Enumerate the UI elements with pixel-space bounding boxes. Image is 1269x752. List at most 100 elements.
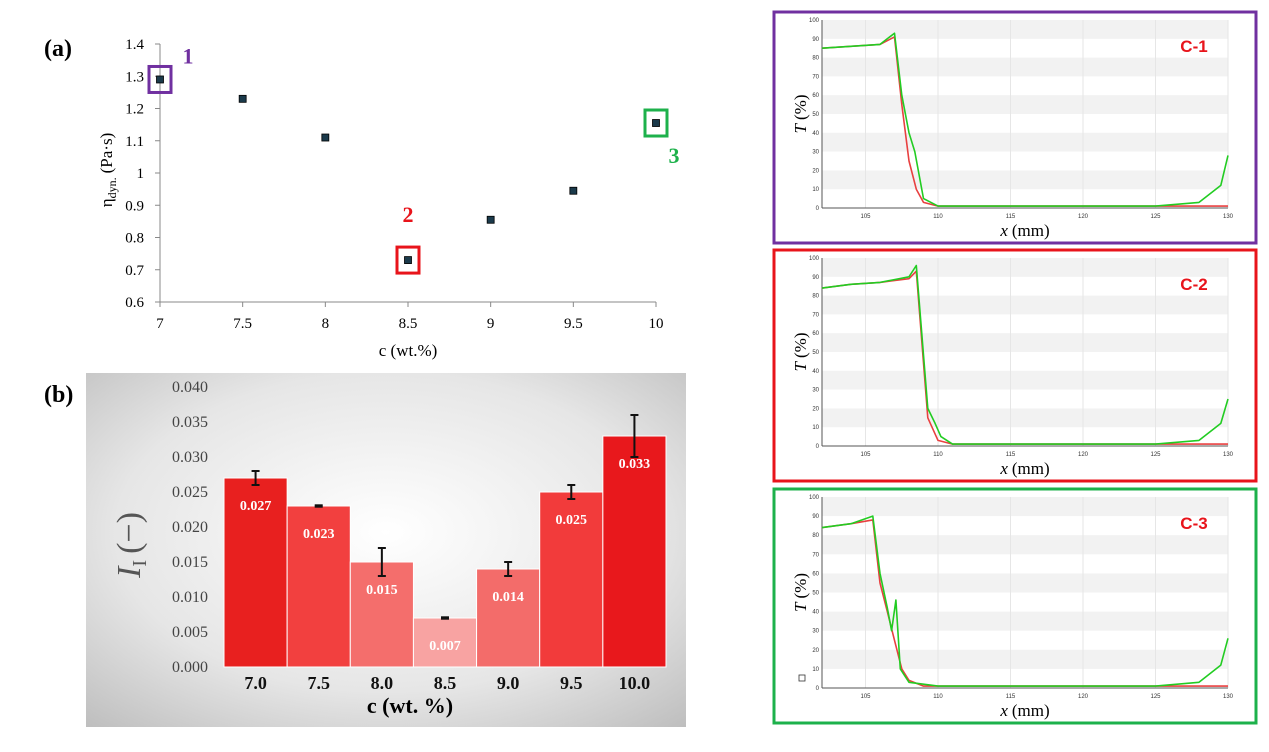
c-series-line xyxy=(821,32,1229,207)
panel-b-x-tick-label: 8.5 xyxy=(434,673,457,693)
panel-a-points xyxy=(156,75,660,264)
bar xyxy=(476,568,541,668)
panel-b-ylabel-unit: (−) xyxy=(111,512,148,554)
c-ylabel-unit: (%) xyxy=(791,573,810,598)
c-series-line xyxy=(821,515,1229,687)
panel-b-y-tick-label: 0.005 xyxy=(172,624,208,641)
panel-a-x-tick-label: 7.5 xyxy=(233,316,252,332)
c-y-tick-label: 90 xyxy=(812,514,819,520)
c-x-tick-label: 130 xyxy=(1223,214,1234,220)
c-y-tick-label: 100 xyxy=(809,495,820,501)
panel-a-ylabel-main: η xyxy=(97,198,116,207)
c-y-axis-label: T (%) xyxy=(791,95,810,134)
c-x-tick-label: 105 xyxy=(860,694,871,700)
panel-c-3: 105 110 115 120 125 130 0 10 20 30 40 50 60 70 80 90 100… xyxy=(772,487,1258,725)
scatter-point xyxy=(486,215,495,224)
panel-a-annotations: 1 2 3 xyxy=(147,43,680,275)
panel-a-y-tick-label: 1.4 xyxy=(125,37,144,53)
panel-b-y-tick-label: 0.025 xyxy=(172,484,208,501)
c-y-tick-label: 90 xyxy=(812,275,819,281)
c-ylabel-symbol: T xyxy=(791,360,810,371)
panel-a-x-tick-label: 8 xyxy=(322,316,330,332)
panel-c-tag: C-1 xyxy=(1180,37,1207,56)
grid-band xyxy=(822,535,1228,555)
panel-a-y-tick-label: 0.8 xyxy=(125,231,144,247)
c-y-tick-label: 100 xyxy=(809,256,820,262)
c-y-tick-label: 40 xyxy=(812,369,819,375)
c-ylabel-unit: (%) xyxy=(791,333,810,358)
panel-a-x-axis-label: c (wt.%) xyxy=(379,341,438,360)
c-x-tick-label: 130 xyxy=(1223,452,1234,458)
scatter-point xyxy=(321,133,330,142)
c-y-axis-label: T (%) xyxy=(791,573,810,612)
bar xyxy=(286,505,351,668)
c-y-tick-label: 30 xyxy=(812,388,819,394)
bar-data-label: 0.015 xyxy=(366,583,398,598)
annotation-label-1: 1 xyxy=(183,43,194,68)
c-x-tick-label: 105 xyxy=(860,452,871,458)
panel-a-x-tick-label: 7 xyxy=(156,316,164,332)
c-x-tick-label: 120 xyxy=(1078,214,1089,220)
c-ylabel-symbol: T xyxy=(791,122,810,133)
panel-b-x-axis-label: c (wt. %) xyxy=(367,693,453,718)
c-y-tick-label: 80 xyxy=(812,533,819,539)
bar-data-label: 0.007 xyxy=(429,639,461,654)
c-y-tick-label: 60 xyxy=(812,93,819,99)
panel-a-y-tick-label: 1.1 xyxy=(125,134,144,150)
panel-b-y-tick-label: 0.000 xyxy=(172,659,208,676)
c-y-tick-label: 10 xyxy=(812,667,819,673)
panel-a: (a) 0.6 0.7 0.8 0.9 1 1.1 1.2 1.3 1.4 7 7.5 8 8.5 9 9.… xyxy=(44,36,680,360)
c-x-tick-label: 125 xyxy=(1150,214,1161,220)
panel-b-ylabel-sub: I xyxy=(129,560,151,567)
grid-band xyxy=(822,649,1228,669)
c-x-tick-label: 115 xyxy=(1006,694,1016,700)
highlight-box-3 xyxy=(643,108,669,138)
c-x-tick-label: 125 xyxy=(1150,452,1161,458)
c-y-tick-label: 60 xyxy=(812,571,819,577)
grid-band xyxy=(822,408,1228,428)
panel-c-tag: C-2 xyxy=(1180,275,1207,294)
highlight-box-1 xyxy=(147,64,173,94)
panel-b-y-tick-label: 0.020 xyxy=(172,519,208,536)
c-ylabel-unit: (%) xyxy=(791,95,810,120)
panel-b-x-tick-label: 7.5 xyxy=(307,673,330,693)
scatter-point xyxy=(238,94,247,103)
bar-data-label: 0.027 xyxy=(240,499,272,514)
c-y-tick-label: 20 xyxy=(812,168,819,174)
c-xlabel-symbol: x xyxy=(999,459,1008,478)
panel-b-x-tick-label: 8.0 xyxy=(371,673,394,693)
panel-a-y-tick-label: 1 xyxy=(137,166,145,182)
panel-b-ylabel-main: I xyxy=(111,565,148,579)
scatter-point xyxy=(652,119,660,127)
c-x-tick-label: 115 xyxy=(1006,452,1016,458)
panel-c-1: 105 110 115 120 125 130 0 10 20 30 40 50 60 70 80 90 100… xyxy=(772,10,1258,245)
c-y-tick-label: 30 xyxy=(812,629,819,635)
panel-a-label: (a) xyxy=(44,36,72,62)
panel-a-y-tick-label: 1.3 xyxy=(125,69,144,85)
c-x-tick-label: 110 xyxy=(933,694,943,700)
c-y-tick-label: 50 xyxy=(812,350,819,356)
panel-b-x-tick-label: 7.0 xyxy=(244,673,267,693)
c-y-tick-label: 10 xyxy=(812,425,819,431)
c-x-tick-label: 105 xyxy=(860,214,871,220)
c-y-tick-label: 70 xyxy=(812,312,819,318)
panel-a-ylabel-sub: dyn. xyxy=(105,177,119,198)
panel-a-x-tick-label: 9.5 xyxy=(564,316,583,332)
panel-b-label: (b) xyxy=(44,382,73,408)
panel-b-x-tick-label: 10.0 xyxy=(619,673,651,693)
panel-c-tag: C-3 xyxy=(1180,514,1207,533)
annotation-label-2: 2 xyxy=(403,202,414,227)
c-x-axis-label: x (mm) xyxy=(999,701,1049,720)
panel-b-x-tick-label: 9.5 xyxy=(560,673,583,693)
panel-a-axes: 0.6 0.7 0.8 0.9 1 1.1 1.2 1.3 1.4 7 7.5 8 8.5 9 9.5 10 xyxy=(125,37,663,332)
c-y-axis-label: T (%) xyxy=(791,333,810,372)
c-y-tick-label: 80 xyxy=(812,294,819,300)
c-y-tick-label: 70 xyxy=(812,552,819,558)
scatter-point xyxy=(569,186,578,195)
c-x-axis-label: x (mm) xyxy=(999,221,1049,240)
c-y-tick-label: 60 xyxy=(812,331,819,337)
c-xlabel-symbol: x xyxy=(999,701,1008,720)
c-xlabel-symbol: x xyxy=(999,221,1008,240)
grid-band xyxy=(822,170,1228,190)
